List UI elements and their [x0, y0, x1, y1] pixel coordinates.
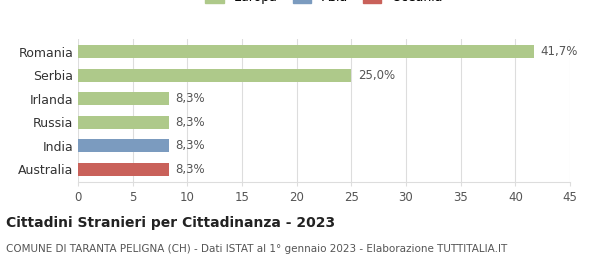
Legend: Europa, Asia, Oceania: Europa, Asia, Oceania: [205, 0, 443, 4]
Text: 8,3%: 8,3%: [175, 139, 205, 152]
Bar: [78, 46, 534, 58]
Text: COMUNE DI TARANTA PELIGNA (CH) - Dati ISTAT al 1° gennaio 2023 - Elaborazione TU: COMUNE DI TARANTA PELIGNA (CH) - Dati IS…: [6, 244, 507, 254]
Text: 8,3%: 8,3%: [175, 92, 205, 105]
Bar: [78, 92, 169, 105]
Bar: [78, 116, 169, 129]
Text: 25,0%: 25,0%: [358, 69, 395, 82]
Text: Cittadini Stranieri per Cittadinanza - 2023: Cittadini Stranieri per Cittadinanza - 2…: [6, 216, 335, 230]
Bar: [78, 139, 169, 152]
Text: 41,7%: 41,7%: [541, 46, 578, 58]
Text: 8,3%: 8,3%: [175, 162, 205, 176]
Text: 8,3%: 8,3%: [175, 116, 205, 129]
Bar: [78, 162, 169, 176]
Bar: [78, 69, 352, 82]
